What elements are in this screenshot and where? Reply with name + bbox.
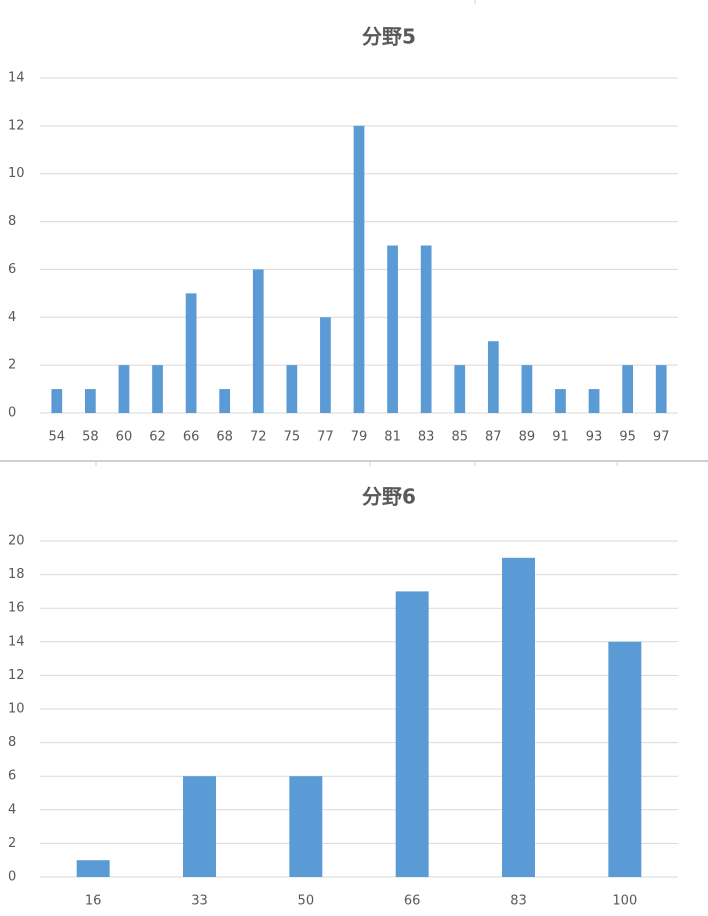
bar xyxy=(286,365,298,413)
y-tick-label: 10 xyxy=(8,166,25,181)
y-tick-label: 14 xyxy=(8,634,25,649)
x-tick-label: 79 xyxy=(351,430,368,445)
bar xyxy=(118,365,130,413)
y-tick-label: 0 xyxy=(8,406,16,421)
y-tick-label: 16 xyxy=(8,601,25,616)
y-tick-label: 4 xyxy=(8,802,16,817)
bar xyxy=(420,245,432,413)
x-tick-label: 16 xyxy=(85,894,102,909)
x-tick-label: 97 xyxy=(653,430,670,445)
bar xyxy=(622,365,634,413)
bar xyxy=(219,389,231,413)
x-tick-label: 81 xyxy=(384,430,401,445)
x-tick-label: 68 xyxy=(216,430,233,445)
bar xyxy=(252,269,264,413)
y-tick-label: 4 xyxy=(8,310,16,325)
y-tick-label: 2 xyxy=(8,836,16,851)
x-tick-label: 62 xyxy=(149,430,166,445)
y-tick-label: 18 xyxy=(8,567,25,582)
y-tick-label: 6 xyxy=(8,262,16,277)
x-tick-label: 93 xyxy=(586,430,603,445)
x-tick-label: 100 xyxy=(612,894,637,909)
x-tick-label: 83 xyxy=(418,430,435,445)
y-tick-label: 14 xyxy=(8,71,25,86)
x-tick-label: 89 xyxy=(519,430,536,445)
bar xyxy=(387,245,398,413)
bar xyxy=(183,776,216,877)
y-tick-label: 10 xyxy=(8,702,25,717)
y-tick-label: 0 xyxy=(8,870,16,885)
x-tick-label: 95 xyxy=(619,430,636,445)
bar xyxy=(454,365,466,413)
x-tick-label: 50 xyxy=(298,894,315,909)
x-tick-label: 85 xyxy=(451,430,468,445)
y-tick-label: 6 xyxy=(8,769,16,784)
chart-title: 分野5 xyxy=(362,25,416,49)
x-tick-label: 87 xyxy=(485,430,502,445)
x-tick-label: 60 xyxy=(116,430,133,445)
bar xyxy=(152,365,163,413)
y-tick-label: 12 xyxy=(8,118,25,133)
y-tick-label: 20 xyxy=(8,534,25,549)
bar xyxy=(502,557,535,877)
x-tick-label: 33 xyxy=(191,894,208,909)
x-tick-label: 72 xyxy=(250,430,267,445)
bar xyxy=(84,389,96,413)
bar xyxy=(608,641,642,877)
x-tick-label: 77 xyxy=(317,430,334,445)
bar xyxy=(588,389,600,413)
bar xyxy=(395,591,429,877)
bar xyxy=(353,125,365,413)
x-tick-label: 66 xyxy=(183,430,200,445)
x-tick-label: 83 xyxy=(510,894,527,909)
bar xyxy=(521,365,533,413)
bar xyxy=(555,389,566,413)
x-tick-label: 58 xyxy=(82,430,99,445)
y-tick-label: 8 xyxy=(8,735,16,750)
y-tick-label: 2 xyxy=(8,358,16,373)
bar xyxy=(487,341,499,413)
bar xyxy=(185,293,197,413)
bar xyxy=(76,860,110,877)
x-tick-label: 91 xyxy=(552,430,569,445)
bar xyxy=(51,389,63,413)
x-tick-label: 54 xyxy=(49,430,66,445)
bar xyxy=(289,776,323,877)
y-tick-label: 12 xyxy=(8,668,25,683)
bar xyxy=(655,365,667,413)
x-tick-label: 75 xyxy=(284,430,301,445)
bar xyxy=(320,317,331,413)
x-tick-label: 66 xyxy=(404,894,421,909)
chart-title: 分野6 xyxy=(362,485,416,509)
y-tick-label: 8 xyxy=(8,214,16,229)
